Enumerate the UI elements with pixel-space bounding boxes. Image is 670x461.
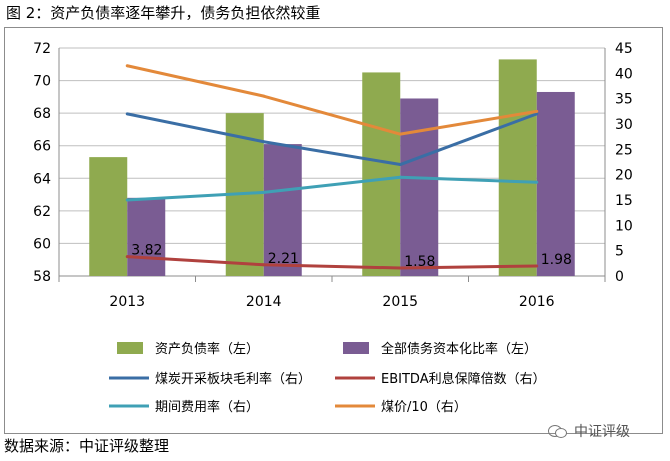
legend-label: 煤炭开采板块毛利率（右） <box>155 371 311 387</box>
source-note: 数据来源：中证评级整理 <box>4 437 170 455</box>
figure-title: 图 2：资产负债率逐年攀升，债务负担依然较重 <box>6 4 321 22</box>
data-label: 2.21 <box>268 251 299 267</box>
right-axis-tick-label: 30 <box>615 117 633 133</box>
bar-0 <box>89 157 128 276</box>
x-axis-tick-label: 2013 <box>109 294 145 310</box>
bar-0 <box>498 59 537 277</box>
left-axis-tick-label: 64 <box>33 171 51 187</box>
bar-1 <box>127 197 166 276</box>
series-point <box>398 175 402 179</box>
series-line-2 <box>127 175 537 202</box>
right-axis-tick-label: 15 <box>615 193 633 209</box>
x-axis-tick-label: 2014 <box>246 294 282 310</box>
series-point <box>535 180 539 184</box>
series-point <box>535 264 539 268</box>
right-axis-tick-label: 10 <box>615 218 633 234</box>
right-axis-tick-label: 35 <box>615 92 633 108</box>
right-axis-tick-label: 25 <box>615 142 633 158</box>
series-point <box>125 255 129 259</box>
series-point <box>262 94 266 98</box>
left-axis-tick-label: 62 <box>33 204 51 220</box>
data-label: 1.58 <box>404 254 435 270</box>
legend-swatch-bar <box>343 342 369 354</box>
series-line-3 <box>126 64 537 136</box>
right-axis-tick-label: 45 <box>615 41 633 57</box>
right-axis-tick-label: 20 <box>615 168 633 184</box>
series-point <box>398 266 402 270</box>
series-point <box>535 112 539 116</box>
legend-swatch-bar <box>117 342 143 354</box>
series-point <box>398 163 402 167</box>
series-line-1 <box>127 255 537 270</box>
watermark-text: 中证评级 <box>574 424 630 440</box>
series-point <box>535 109 539 113</box>
legend-label: 煤价/10（右） <box>381 400 467 415</box>
chart-frame: 58 60 62 64 66 68 70 72 0 5 10 15 20 25 30 35 40 45 2013 20… <box>4 27 663 434</box>
bar-0 <box>362 72 401 276</box>
bar-1 <box>263 144 302 276</box>
legend-label: 期间费用率（右） <box>155 399 259 415</box>
bar-1 <box>400 98 439 276</box>
series-point <box>262 140 266 144</box>
data-label: 3.82 <box>131 243 162 259</box>
combo-chart: 58 60 62 64 66 68 70 72 0 5 10 15 20 25 30 35 40 45 2013 20… <box>33 41 633 415</box>
left-axis-tick-label: 58 <box>33 269 51 285</box>
right-axis-tick-label: 40 <box>615 66 633 82</box>
watermark: 中证评级 <box>548 420 630 442</box>
left-axis-tick-label: 72 <box>33 41 51 57</box>
left-axis-tick-label: 70 <box>33 74 51 90</box>
series-point <box>125 198 129 202</box>
series-point <box>125 64 129 68</box>
bar-1 <box>536 91 575 276</box>
left-axis-tick-label: 60 <box>33 236 51 252</box>
left-axis-tick-label: 68 <box>33 106 51 122</box>
left-axis-tick-label: 66 <box>33 139 51 155</box>
series-point <box>262 263 266 267</box>
right-axis-tick-label: 0 <box>615 269 624 285</box>
legend-label: EBITDA利息保障倍数（右） <box>381 371 546 387</box>
legend-label: 全部债务资本化比率（左） <box>381 341 537 357</box>
data-label: 1.98 <box>541 252 572 268</box>
series-point <box>398 132 402 136</box>
x-axis-tick-label: 2015 <box>382 294 418 310</box>
x-axis-tick-label: 2016 <box>519 294 555 310</box>
series-point <box>262 190 266 194</box>
legend-label: 资产负债率（左） <box>155 341 259 357</box>
series-point <box>125 112 129 116</box>
wechat-icon <box>548 423 568 439</box>
series-line-0 <box>126 112 538 167</box>
right-axis-tick-label: 5 <box>615 244 624 260</box>
